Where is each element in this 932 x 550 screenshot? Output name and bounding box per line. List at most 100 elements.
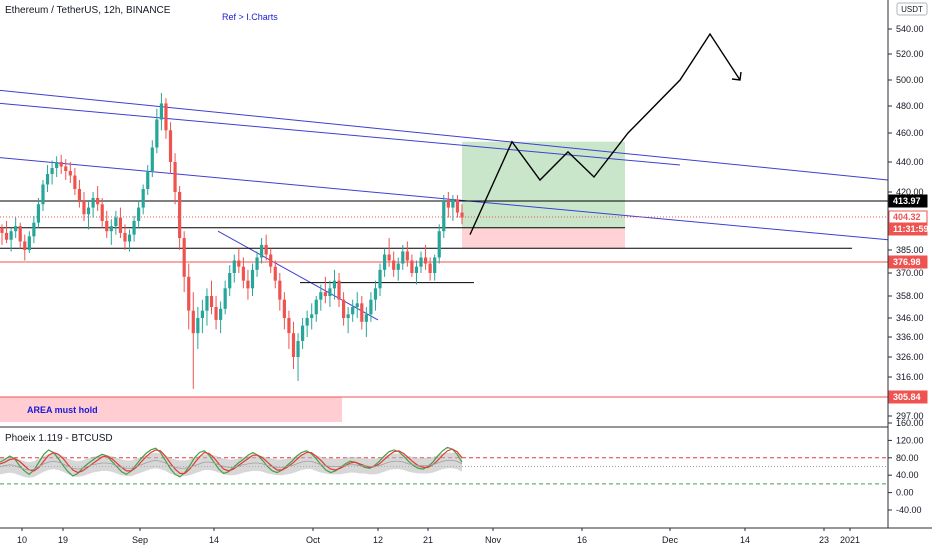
time-tick-label: Nov [485, 535, 502, 545]
candle-body [214, 307, 218, 320]
indicator-band [0, 452, 462, 478]
price-badge [888, 222, 928, 236]
candle-body [114, 217, 118, 227]
candle-body [219, 308, 223, 320]
candle-body [45, 174, 50, 185]
price-tick-label: 460.00 [896, 128, 924, 138]
candle-body [328, 288, 332, 296]
stop-zone [462, 227, 625, 249]
candle-body [260, 244, 264, 258]
candle-body [232, 260, 236, 273]
currency-label: USDT [901, 5, 923, 14]
candle-body [155, 119, 159, 148]
time-tick-label: 14 [209, 535, 219, 545]
candle-body [82, 200, 86, 215]
candle-body [59, 162, 63, 167]
indicator-tick-label: -40.00 [896, 505, 922, 515]
indicator-tick-label: 160.00 [896, 418, 924, 428]
candle-body [0, 227, 4, 233]
candle-body [446, 200, 450, 208]
candle-body [50, 168, 54, 174]
candle-body [209, 296, 214, 307]
candle-body [9, 231, 13, 240]
candle-body [351, 307, 355, 315]
projection-path [469, 32, 741, 235]
candle-body [86, 207, 91, 215]
candle-body [287, 318, 291, 334]
indicator-series-1 [0, 448, 463, 475]
candle-body [369, 299, 373, 315]
projection-arrowhead [731, 71, 742, 81]
candle-body [378, 269, 382, 289]
candle-body [127, 234, 132, 242]
target-zone [462, 141, 625, 228]
candle-body [18, 226, 22, 242]
candle-body [196, 318, 200, 334]
candle-body [68, 171, 72, 176]
candle-body [77, 189, 82, 201]
candle-body [305, 318, 309, 326]
candle-body [414, 266, 419, 273]
candle-body [296, 341, 300, 357]
candle-body [300, 325, 305, 341]
time-tick-label: Oct [306, 535, 321, 545]
candle-body [205, 296, 209, 311]
candle-body [191, 310, 195, 334]
price-tick-label: 520.00 [896, 49, 924, 59]
price-tick-label: 297.00 [896, 411, 924, 421]
time-tick-label: 2021 [840, 535, 860, 545]
candle-body [64, 166, 68, 171]
price-badge [888, 390, 928, 404]
time-tick-label: Dec [662, 535, 679, 545]
price-tick-label: 336.00 [896, 332, 924, 342]
price-badge [888, 194, 928, 208]
candle-body [32, 222, 36, 237]
candle-body [96, 197, 100, 205]
candle-body [364, 314, 368, 322]
candle-body [187, 276, 191, 311]
price-tick-label: 316.00 [896, 372, 924, 382]
candle-body [168, 130, 173, 162]
time-tick-label: 21 [423, 535, 433, 545]
trendline-0 [0, 89, 889, 181]
price-badge-label: 305.84 [893, 392, 921, 402]
candle-body [23, 241, 27, 250]
price-tick-label: 540.00 [896, 24, 924, 34]
projection-layer [469, 32, 742, 235]
candle-body [382, 254, 387, 270]
candle-body [255, 257, 259, 270]
candle-body [118, 217, 123, 233]
candle-body [132, 220, 136, 235]
candle-body [105, 220, 109, 232]
price-tick-label: 440.00 [896, 157, 924, 167]
trendline-3 [217, 230, 379, 321]
candle-body [223, 288, 227, 309]
time-axis[interactable]: 10 19 Sep 14 Oct 12 21 Nov 16 Dec 14 23 2021 [17, 528, 860, 545]
price-badge-label: 376.98 [893, 257, 921, 267]
candle-body [460, 212, 464, 218]
indicator-layer [0, 446, 888, 485]
candle-body [360, 303, 364, 322]
candle-body [373, 288, 378, 300]
time-tick-label: 19 [58, 535, 68, 545]
price-badge-label: 404.32 [893, 212, 921, 222]
indicator-tick-label: 40.00 [896, 470, 919, 480]
candle-body [182, 238, 186, 277]
candle-body [405, 251, 409, 261]
candle-body [36, 204, 41, 223]
candle-body [396, 263, 400, 270]
price-tick-label: 420.00 [896, 187, 924, 197]
currency-tag[interactable] [896, 2, 928, 16]
candle-body [237, 260, 241, 267]
price-tick-label: 500.00 [896, 75, 924, 85]
candle-body [410, 260, 414, 273]
candle-body [14, 226, 18, 232]
candle-body [159, 103, 164, 120]
candle-body [437, 231, 441, 258]
candle-body [455, 199, 460, 213]
candle-body [73, 175, 77, 189]
indicator-tick-label: 80.00 [896, 453, 919, 463]
price-axis[interactable]: 540.00 520.00 500.00 480.00 460.00 440.00 420.… [888, 24, 924, 515]
candle-body [41, 184, 45, 205]
candle-body [401, 251, 405, 264]
